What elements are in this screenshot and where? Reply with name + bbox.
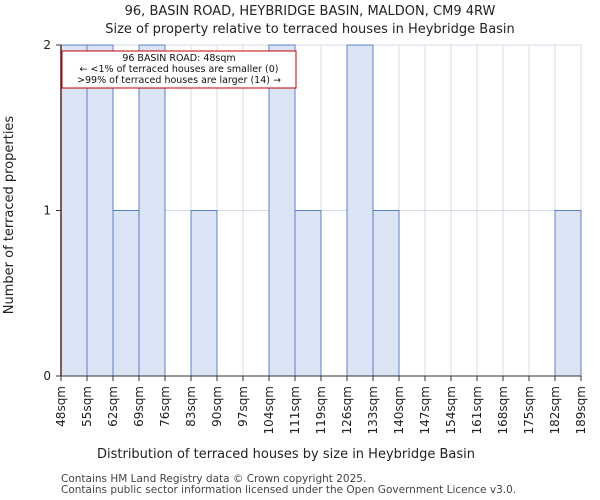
bar-133sqm [372, 210, 400, 377]
chart-subtitle: Size of property relative to terraced ho… [105, 22, 515, 37]
chart-title: 96, BASIN ROAD, HEYBRIDGE BASIN, MALDON,… [125, 4, 496, 19]
footer-line-1: Contains HM Land Registry data © Crown c… [61, 473, 367, 485]
annotation-line-2: ← <1% of terraced houses are smaller (0) [80, 64, 279, 75]
bar-55sqm [86, 44, 114, 377]
footer-line-2: Contains public sector information licen… [61, 484, 517, 496]
x-tick-label: 48sqm [54, 386, 68, 427]
x-tick-label: 76sqm [158, 386, 172, 427]
annotation-line-3: >99% of terraced houses are larger (14) … [77, 75, 281, 86]
x-tick-label: 140sqm [392, 386, 406, 434]
bar-62sqm [112, 210, 140, 377]
x-tick-label: 97sqm [236, 386, 250, 427]
x-axis-label: Distribution of terraced houses by size … [97, 447, 475, 462]
x-tick-label: 175sqm [522, 386, 536, 434]
x-tick-label: 104sqm [262, 386, 276, 434]
x-tick-label: 168sqm [496, 386, 510, 434]
y-axis-ticks: 0 1 2 [43, 38, 61, 383]
x-axis-ticks: 48sqm 55sqm 62sqm 69sqm 76sqm 83sqm 90sqm 97sqm… [54, 376, 588, 434]
bar-69sqm [138, 44, 166, 377]
bar-111sqm [294, 210, 322, 377]
annotation-line-1: 96 BASIN ROAD: 48sqm [122, 53, 235, 64]
x-tick-label: 83sqm [184, 386, 198, 427]
x-tick-label: 189sqm [574, 386, 588, 434]
annotation-box: 96 BASIN ROAD: 48sqm ← <1% of terraced h… [61, 50, 297, 89]
annotation-border [61, 50, 297, 89]
y-tick-label: 2 [43, 38, 51, 52]
x-tick-label: 119sqm [314, 386, 328, 434]
y-tick-label: 1 [43, 204, 51, 218]
x-tick-label: 133sqm [366, 386, 380, 434]
x-tick-label: 182sqm [548, 386, 562, 434]
x-tick-label: 55sqm [80, 386, 94, 427]
bar-126sqm [346, 44, 374, 377]
x-tick-label: 161sqm [470, 386, 484, 434]
bar-182sqm [554, 210, 582, 377]
x-tick-label: 147sqm [418, 386, 432, 434]
x-tick-label: 69sqm [132, 386, 146, 427]
bars [60, 44, 582, 377]
x-tick-label: 154sqm [444, 386, 458, 434]
x-tick-label: 111sqm [288, 386, 302, 434]
y-axis-label: Number of terraced properties [2, 116, 17, 315]
bar-48sqm [60, 44, 88, 377]
y-tick-label: 0 [43, 369, 51, 383]
bar-83sqm [190, 210, 218, 377]
x-tick-label: 90sqm [210, 386, 224, 427]
bar-104sqm [268, 44, 296, 377]
x-tick-label: 126sqm [340, 386, 354, 434]
x-tick-label: 62sqm [106, 386, 120, 427]
